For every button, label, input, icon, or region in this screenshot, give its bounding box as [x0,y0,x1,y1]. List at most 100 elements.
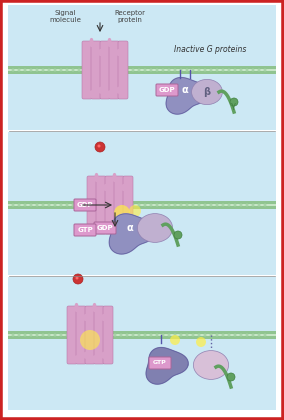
Circle shape [233,333,237,336]
Circle shape [162,204,164,207]
Circle shape [170,335,180,345]
Circle shape [245,333,248,336]
Circle shape [101,204,105,207]
Circle shape [83,68,87,71]
Circle shape [174,231,182,239]
Text: γ: γ [231,102,235,110]
Text: Signal
molecule: Signal molecule [49,10,81,23]
Circle shape [185,204,189,207]
Circle shape [95,68,99,71]
Circle shape [30,204,32,207]
Circle shape [72,333,74,336]
Circle shape [210,68,212,71]
Circle shape [233,68,237,71]
Circle shape [129,205,141,217]
Circle shape [97,144,101,147]
Circle shape [108,333,110,336]
FancyBboxPatch shape [156,84,178,96]
Circle shape [131,68,135,71]
Circle shape [47,68,51,71]
Circle shape [245,68,248,71]
Bar [8,5,276,130]
Circle shape [89,204,93,207]
FancyBboxPatch shape [100,41,110,99]
Circle shape [36,204,39,207]
Circle shape [11,68,14,71]
Circle shape [252,333,254,336]
FancyBboxPatch shape [96,176,106,234]
Circle shape [78,204,80,207]
Circle shape [245,204,248,207]
Circle shape [41,333,45,336]
FancyBboxPatch shape [67,306,77,364]
Circle shape [47,333,51,336]
Circle shape [120,68,122,71]
Circle shape [179,68,183,71]
Circle shape [120,333,122,336]
FancyBboxPatch shape [105,176,115,234]
Circle shape [95,142,105,152]
Circle shape [101,68,105,71]
Circle shape [156,333,158,336]
Circle shape [185,68,189,71]
Circle shape [264,333,266,336]
Circle shape [114,204,116,207]
Text: GTP: GTP [77,227,93,233]
Circle shape [156,204,158,207]
Circle shape [30,68,32,71]
Bar [8,331,276,339]
FancyBboxPatch shape [109,41,119,99]
Circle shape [168,68,170,71]
Circle shape [24,333,26,336]
Circle shape [216,333,218,336]
Circle shape [18,68,20,71]
FancyBboxPatch shape [94,306,104,364]
FancyBboxPatch shape [74,199,96,211]
Ellipse shape [137,214,173,242]
Circle shape [47,204,51,207]
Circle shape [60,333,62,336]
FancyBboxPatch shape [94,222,116,234]
Circle shape [222,204,224,207]
Circle shape [185,333,189,336]
Circle shape [252,204,254,207]
Circle shape [76,276,78,279]
Circle shape [95,333,99,336]
Circle shape [73,274,83,284]
Circle shape [18,204,20,207]
Bar [8,66,276,74]
Circle shape [60,204,62,207]
Circle shape [108,204,110,207]
Circle shape [222,333,224,336]
Circle shape [204,333,206,336]
Circle shape [222,68,224,71]
Text: GDP: GDP [77,202,93,208]
FancyBboxPatch shape [82,41,92,99]
Text: GDP: GDP [159,87,175,93]
Text: GTP: GTP [153,360,167,365]
Text: Inactive G proteins: Inactive G proteins [174,45,246,55]
Circle shape [210,333,212,336]
Circle shape [108,68,110,71]
Circle shape [83,204,87,207]
FancyBboxPatch shape [74,224,96,236]
Circle shape [252,68,254,71]
Circle shape [120,204,122,207]
Circle shape [72,204,74,207]
Circle shape [78,333,80,336]
Circle shape [131,204,135,207]
Circle shape [174,68,176,71]
Circle shape [131,333,135,336]
Circle shape [227,204,231,207]
FancyBboxPatch shape [118,41,128,99]
Circle shape [95,204,99,207]
Circle shape [239,333,243,336]
Circle shape [53,333,57,336]
Circle shape [204,204,206,207]
Circle shape [149,204,153,207]
Circle shape [137,204,141,207]
Text: GDP: GDP [97,225,113,231]
Circle shape [196,337,206,347]
Circle shape [197,204,201,207]
Circle shape [216,204,218,207]
